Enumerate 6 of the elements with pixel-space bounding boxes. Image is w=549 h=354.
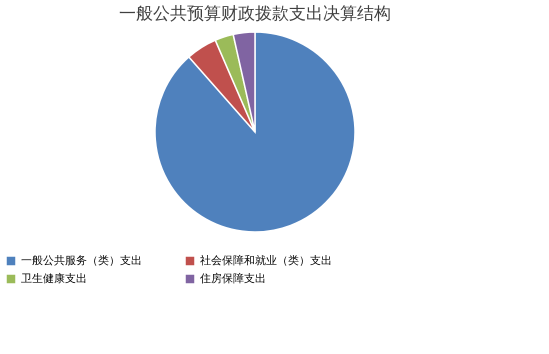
legend-label: 社会保障和就业（类）支出 (200, 254, 332, 267)
legend-label: 住房保障支出 (200, 272, 266, 285)
pie-slice (154, 31, 356, 233)
legend-label: 一般公共服务（类）支出 (21, 254, 142, 267)
chart-title: 一般公共预算财政拨款支出决算结构 (119, 4, 391, 24)
legend-label: 卫生健康支出 (21, 272, 87, 285)
